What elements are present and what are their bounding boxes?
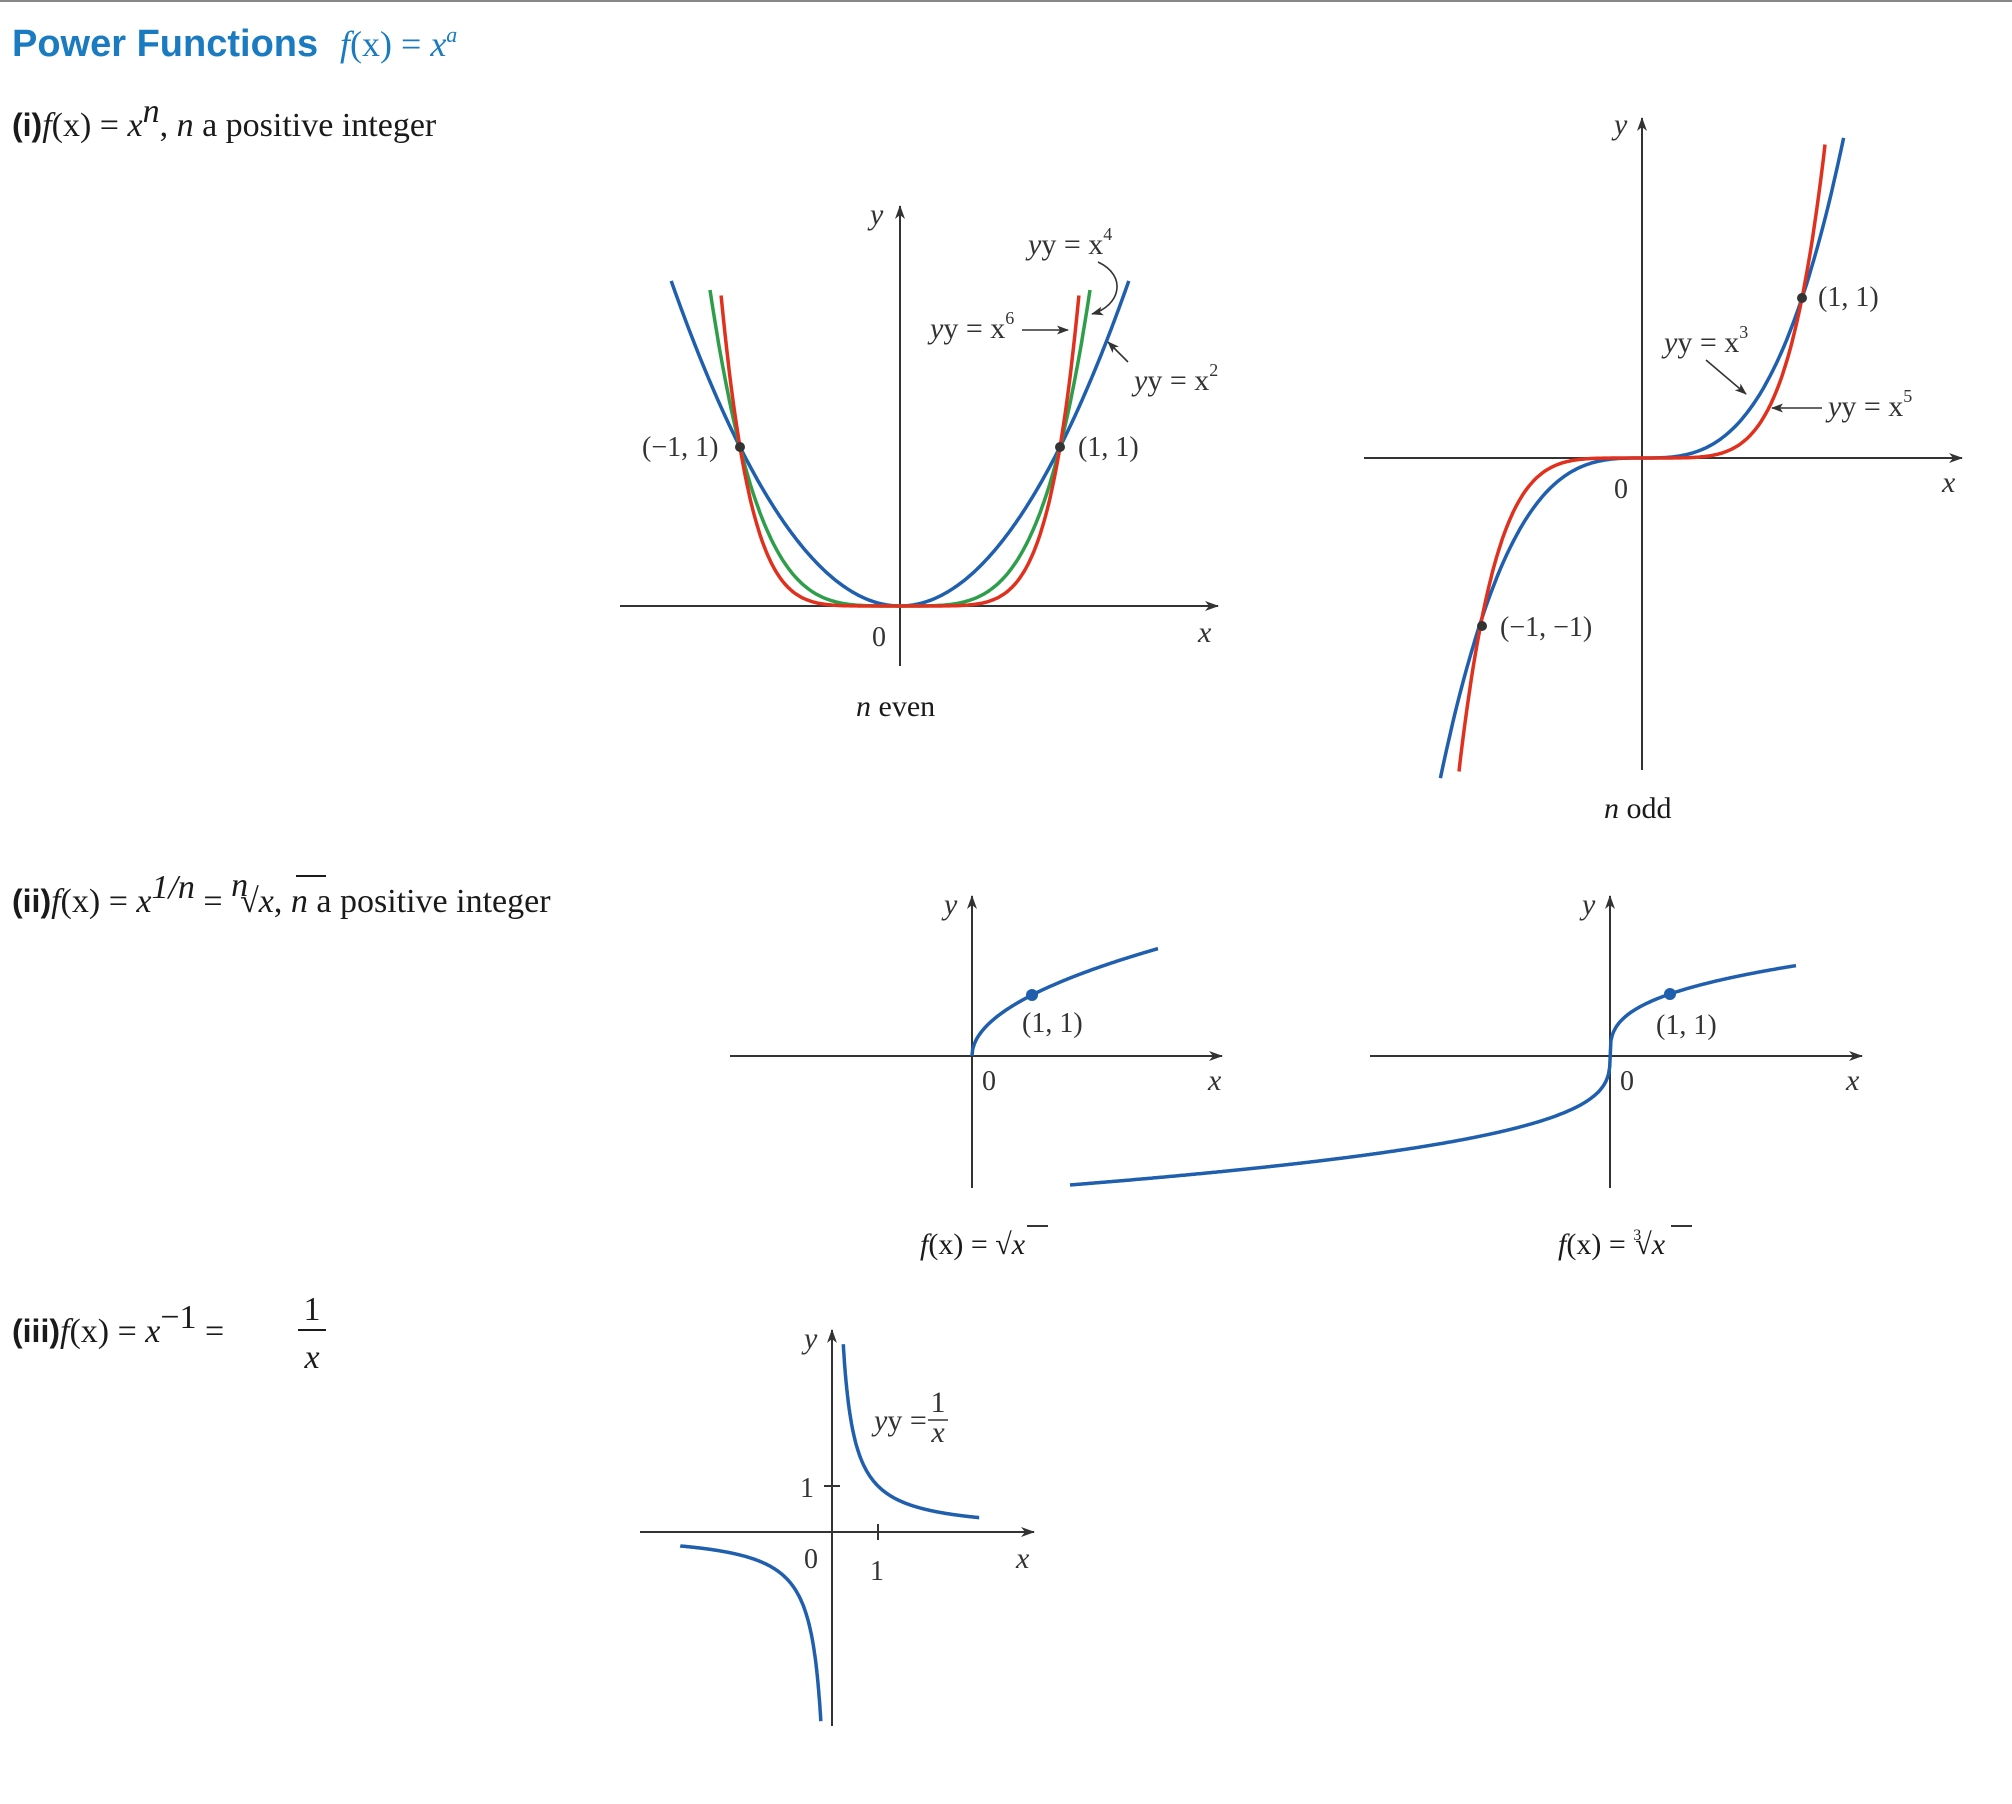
cbrt-point-label: (1, 1)	[1656, 1010, 1717, 1041]
section-i-heading: (i)f(x) = xn, n a positive integer	[12, 93, 437, 144]
chart-sqrt: y x 0 (1, 1) f(x) = √x	[730, 888, 1223, 1261]
page-title: Power Functions	[12, 23, 318, 65]
chart-n-even: y x 0 (−1, 1) (1, 1) yy = x4 yy = x6 yy …	[620, 198, 1219, 723]
section-ii-heading: (ii)f(x) = x1/n = n√x, n a positive inte…	[12, 867, 551, 920]
label-x5: yy = x5	[1825, 386, 1912, 423]
point-neg1-1	[735, 442, 745, 452]
section-iii-numerator: 1	[304, 1291, 321, 1328]
sqrt-origin-label: 0	[982, 1066, 996, 1097]
section-iii-denominator: x	[303, 1339, 319, 1376]
curve-recip-right	[841, 1344, 980, 1520]
cbrt-point-1-1	[1664, 988, 1676, 1000]
curve-sqrt	[970, 946, 1159, 1057]
label-x4: yy = x4	[1025, 224, 1112, 261]
n-even-point-label-1-1: (1, 1)	[1078, 432, 1139, 463]
cbrt-y-label: y	[1579, 888, 1596, 921]
sqrt-point-label: (1, 1)	[1022, 1008, 1083, 1039]
n-odd-caption: n odd	[1604, 792, 1672, 825]
chart-cbrt: y x 0 (1, 1) f(x) = 3√x	[1069, 888, 1863, 1261]
chart-reciprocal: y x 0 1 1 yy = 1 x	[640, 1322, 1035, 1726]
n-odd-point-label-1-1: (1, 1)	[1818, 282, 1879, 313]
label-x6: yy = x6	[927, 308, 1014, 345]
arrow-x3	[1705, 359, 1747, 395]
header-formula: f(x) = xa	[340, 22, 457, 64]
curve-x6	[719, 295, 1081, 608]
n-even-point-label-neg1-1: (−1, 1)	[642, 432, 718, 463]
curve-recip-left	[679, 1544, 823, 1722]
curve-cbrt	[1069, 963, 1797, 1187]
sqrt-caption: f(x) = √x	[920, 1228, 1026, 1261]
curve-x5	[1457, 144, 1827, 772]
n-even-origin-label: 0	[872, 622, 886, 653]
arrow-x2	[1107, 341, 1129, 363]
sqrt-y-label: y	[941, 888, 958, 921]
recip-origin-label: 0	[804, 1544, 818, 1575]
sqrt-point-1-1	[1026, 989, 1038, 1001]
section-iii-heading: (iii)f(x) = x−1 =	[12, 1299, 224, 1350]
n-odd-x-label: x	[1941, 466, 1956, 499]
recip-y-label: y	[801, 1322, 818, 1355]
n-even-y-label: y	[867, 198, 884, 231]
n-even-x-label: x	[1197, 616, 1212, 649]
n-odd-y-label: y	[1611, 108, 1628, 141]
n-odd-point-label-neg1-neg1: (−1, −1)	[1500, 612, 1592, 643]
recip-label-num: 1	[931, 1386, 946, 1419]
cbrt-caption: f(x) = 3√x	[1558, 1227, 1666, 1261]
arrow-x4	[1091, 261, 1118, 316]
recip-x-tick-label: 1	[870, 1556, 884, 1587]
point-1-1-odd	[1797, 293, 1807, 303]
sqrt-x-label: x	[1207, 1064, 1222, 1097]
n-odd-origin-label: 0	[1614, 474, 1628, 505]
cbrt-x-label: x	[1845, 1064, 1860, 1097]
recip-x-label: x	[1015, 1542, 1030, 1575]
recip-label-den: x	[930, 1416, 945, 1449]
recip-y-tick-label: 1	[800, 1473, 814, 1504]
point-1-1	[1055, 442, 1065, 452]
n-even-caption: n even	[856, 690, 935, 723]
label-x3: yy = x3	[1661, 322, 1748, 359]
label-x2: yy = x2	[1131, 360, 1218, 397]
cbrt-origin-label: 0	[1620, 1066, 1634, 1097]
recip-curve-label: yy =	[871, 1404, 927, 1437]
chart-n-odd: y x 0 (1, 1) (−1, −1) yy = x3 yy = x5 n …	[1364, 108, 1963, 825]
point-neg1-neg1	[1477, 621, 1487, 631]
